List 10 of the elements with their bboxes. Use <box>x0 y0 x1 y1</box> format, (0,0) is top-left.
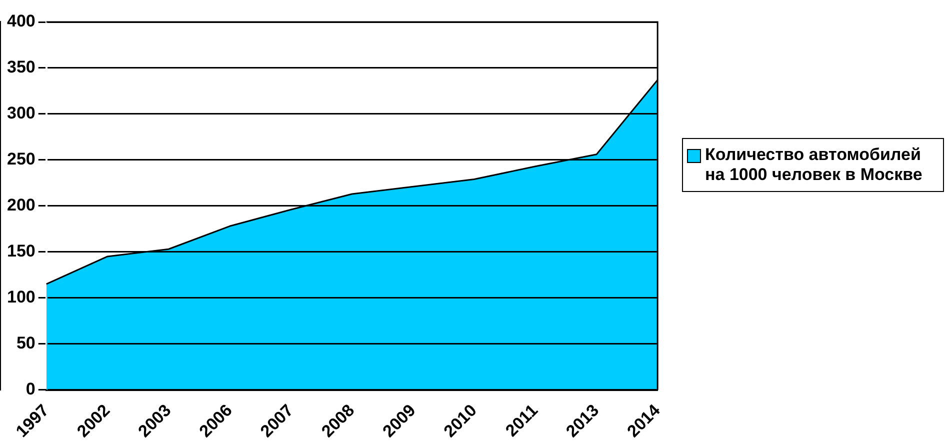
y-tick-label: 400 <box>6 12 36 31</box>
y-tick-label: 200 <box>6 196 36 215</box>
y-tick-label: 350 <box>6 58 36 77</box>
legend-label: Количество автомобилей на 1000 человек в Москве <box>705 145 924 185</box>
y-tick-label: 250 <box>6 150 36 169</box>
y-tick-label: 150 <box>6 242 36 261</box>
y-tick-label: 100 <box>6 288 36 307</box>
y-tick-label: 300 <box>6 104 36 123</box>
y-tick-label: 50 <box>16 334 36 353</box>
y-tick-label: 0 <box>26 380 36 399</box>
